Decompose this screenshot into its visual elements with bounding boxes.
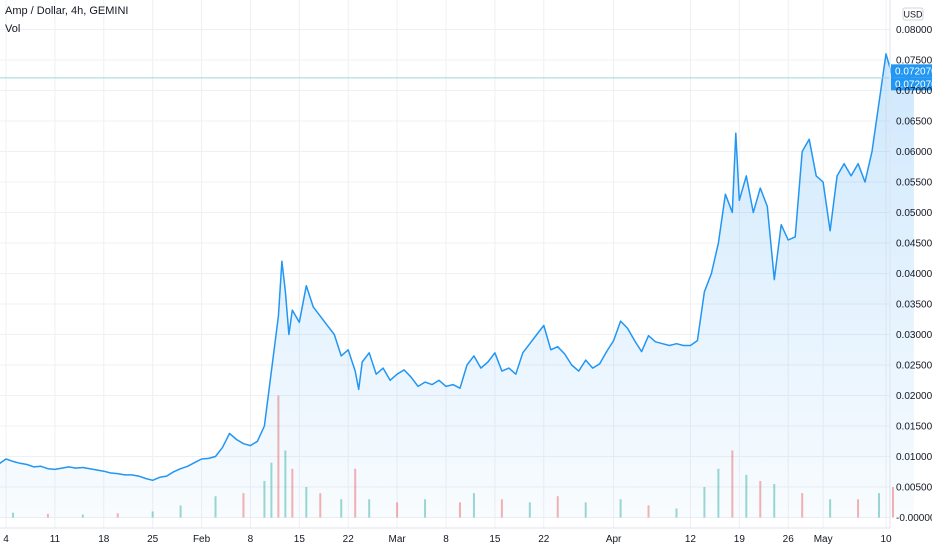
x-tick-label: 11 bbox=[50, 534, 61, 545]
x-tick-label: Apr bbox=[606, 534, 622, 545]
x-tick-label: 18 bbox=[98, 534, 110, 545]
x-tick-label: Feb bbox=[193, 534, 211, 545]
last-price-box bbox=[891, 64, 932, 78]
x-tick-label: 12 bbox=[685, 534, 697, 545]
last-price-box bbox=[891, 77, 932, 91]
y-tick-label: 0.005000 bbox=[896, 483, 932, 494]
chart-title: Amp / Dollar, 4h, GEMINI bbox=[5, 5, 128, 17]
volume-legend: Vol bbox=[5, 23, 20, 35]
price-area-fill bbox=[0, 53, 914, 518]
x-axis[interactable]: 4 11 18 25 Feb 8 15 22 Mar 8 15 22 Apr 12 19 26 May 10 bbox=[0, 527, 892, 545]
x-tick-label: 19 bbox=[734, 534, 746, 545]
price-line bbox=[0, 53, 915, 482]
x-tick-label: 25 bbox=[147, 534, 159, 545]
x-tick-label: 8 bbox=[443, 534, 449, 545]
x-tick-label: 8 bbox=[248, 534, 254, 545]
x-tick-label: 15 bbox=[294, 534, 306, 545]
x-tick-label: 4 bbox=[3, 534, 9, 545]
x-tick-label: 22 bbox=[343, 534, 355, 545]
x-tick-label: 22 bbox=[538, 534, 550, 545]
currency-label[interactable]: USD bbox=[902, 7, 924, 21]
y-tick-label: -0.000000 bbox=[896, 513, 932, 524]
price-area bbox=[0, 53, 915, 518]
x-tick-label: 15 bbox=[489, 534, 501, 545]
x-tick-label: 26 bbox=[783, 534, 795, 545]
currency-text: USD bbox=[903, 10, 923, 20]
x-tick-label: Mar bbox=[388, 534, 406, 545]
x-tick-label: May bbox=[814, 534, 833, 545]
x-tick-label: 10 bbox=[880, 534, 892, 545]
